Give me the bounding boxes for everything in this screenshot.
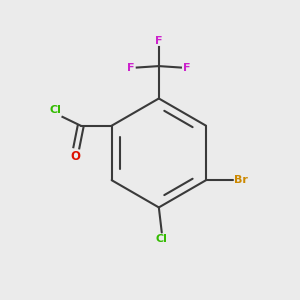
Text: Cl: Cl xyxy=(49,105,61,116)
Text: F: F xyxy=(155,36,163,46)
Text: O: O xyxy=(70,150,80,163)
Text: Br: Br xyxy=(234,175,248,185)
Text: F: F xyxy=(183,63,190,73)
Text: Cl: Cl xyxy=(156,234,168,244)
Text: F: F xyxy=(128,63,135,73)
